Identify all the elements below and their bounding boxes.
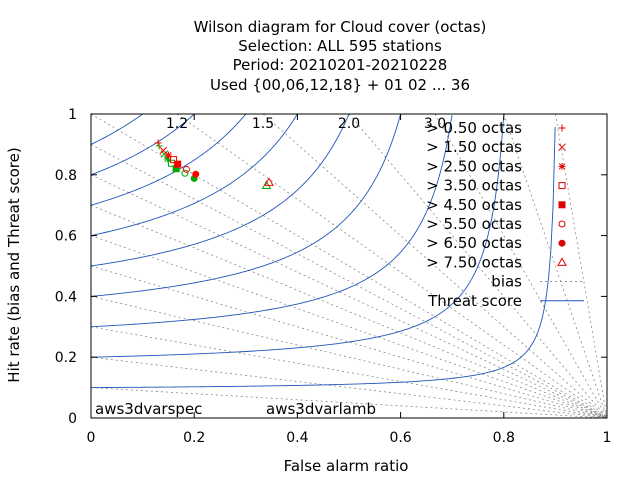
- marker-shape: [557, 257, 567, 266]
- bias-label: 3.0: [424, 116, 446, 132]
- legend-marker: [557, 257, 567, 266]
- marker-shape: [181, 169, 189, 177]
- legend-label: Threat score: [427, 292, 522, 310]
- y-tick-label: 0.2: [55, 350, 77, 366]
- y-tick-label: 0: [68, 411, 77, 427]
- legend-label: > 4.50 octas: [426, 196, 522, 214]
- marker-shape: [264, 177, 274, 186]
- threat-score-curve: [91, 115, 453, 328]
- data-point: [182, 165, 190, 173]
- marker-stroke: [558, 163, 566, 170]
- legend-marker: [558, 162, 566, 170]
- bias-line: [91, 326, 607, 418]
- legend-label: bias: [491, 273, 522, 291]
- marker-shape: [170, 156, 178, 164]
- y-tick-label: 0.8: [55, 168, 77, 184]
- legend-label: > 3.50 octas: [426, 177, 522, 195]
- threat-score-curve: [91, 116, 505, 358]
- series-label-aws3dvarlamb: aws3dvarlamb: [266, 400, 376, 418]
- legend-marker: [558, 220, 566, 228]
- x-tick-label: 0: [87, 430, 96, 446]
- y-axis-ticks: 0 0.2 0.4 0.6 0.8 1: [55, 107, 607, 427]
- title-line-3: Period: 20210201-20210228: [233, 56, 448, 74]
- data-point: [264, 177, 274, 186]
- bias-line: [91, 204, 607, 418]
- legend-marker: [558, 239, 566, 247]
- threat-score-curve: [91, 114, 401, 297]
- legend-marker: [558, 143, 566, 152]
- bias-line: [434, 114, 607, 418]
- bias-line: [91, 235, 607, 418]
- marker-shape: [558, 201, 566, 209]
- data-points: [154, 139, 274, 189]
- y-tick-label: 1: [68, 107, 77, 123]
- y-tick-label: 0.6: [55, 229, 77, 245]
- marker-stroke: [164, 155, 171, 163]
- data-point: [174, 160, 182, 168]
- threat-score-curves: [91, 114, 556, 389]
- threat-score-curve: [91, 114, 247, 206]
- marker-shape: [558, 220, 566, 228]
- data-point: [192, 170, 200, 178]
- threat-score-curve: [91, 114, 144, 145]
- bias-line: [91, 144, 607, 418]
- legend: > 0.50 octas> 1.50 octas> 2.50 octas > 3.…: [426, 119, 584, 310]
- data-point: [155, 142, 163, 150]
- data-point: [170, 156, 178, 164]
- legend-marker: [558, 201, 566, 209]
- threat-score-curve: [91, 114, 298, 237]
- legend-label: > 2.50 octas: [426, 157, 522, 175]
- marker-shape: [192, 170, 200, 178]
- bias-label: 1.2: [166, 116, 188, 132]
- bias-labels: 1.2 1.5 2.0 3.0: [166, 116, 446, 132]
- x-tick-label: 0.4: [286, 430, 308, 446]
- bias-line: [91, 387, 607, 418]
- bias-label: 1.5: [252, 116, 274, 132]
- bias-line: [348, 114, 607, 418]
- bias-label: 2.0: [338, 116, 360, 132]
- series-label-aws3dvarspec: aws3dvarspec: [95, 400, 202, 418]
- title-line-1: Wilson diagram for Cloud cover (octas): [194, 18, 487, 36]
- bias-line: [91, 296, 607, 418]
- bias-line: [176, 114, 607, 418]
- bias-line: [91, 356, 607, 418]
- x-tick-label: 1: [603, 430, 612, 446]
- threat-score-curve: [91, 127, 556, 389]
- legend-marker: [558, 182, 566, 190]
- marker-stroke: [159, 146, 168, 155]
- legend-marker: [558, 124, 566, 132]
- title-line-4: Used {00,06,12,18} + 01 02 ... 36: [210, 76, 470, 94]
- data-point: [154, 139, 162, 147]
- x-tick-label: 0.8: [493, 430, 515, 446]
- x-axis-label: False alarm ratio: [284, 457, 409, 475]
- threat-score-curve: [91, 114, 195, 176]
- legend-label: > 0.50 octas: [426, 119, 522, 137]
- legend-label: > 6.50 octas: [426, 234, 522, 252]
- x-axis-ticks: 0 0.2 0.4 0.6 0.8 1: [87, 114, 612, 446]
- marker-shape: [558, 239, 566, 247]
- marker-stroke: [160, 150, 169, 158]
- marker-stroke: [558, 143, 566, 152]
- legend-label: > 5.50 octas: [426, 215, 522, 233]
- marker-shape: [182, 165, 190, 173]
- legend-label: > 7.50 octas: [426, 253, 522, 271]
- bias-line: [503, 114, 607, 418]
- marker-stroke: [165, 151, 172, 159]
- marker-shape: [558, 182, 566, 190]
- y-axis-label: Hit rate (bias and Threat score): [5, 147, 23, 382]
- legend-label: > 1.50 octas: [426, 138, 522, 156]
- marker-shape: [174, 160, 182, 168]
- bias-lines: [91, 114, 607, 418]
- bias-line: [91, 174, 607, 418]
- threat-score-curve: [91, 114, 350, 267]
- chart-title: Wilson diagram for Cloud cover (octas) S…: [194, 18, 487, 94]
- plot-frame: [90, 113, 608, 419]
- x-tick-label: 0.2: [183, 430, 205, 446]
- x-tick-label: 0.6: [389, 430, 411, 446]
- title-line-2: Selection: ALL 595 stations: [238, 37, 442, 55]
- data-point: [181, 169, 189, 177]
- y-tick-label: 0.4: [55, 289, 77, 305]
